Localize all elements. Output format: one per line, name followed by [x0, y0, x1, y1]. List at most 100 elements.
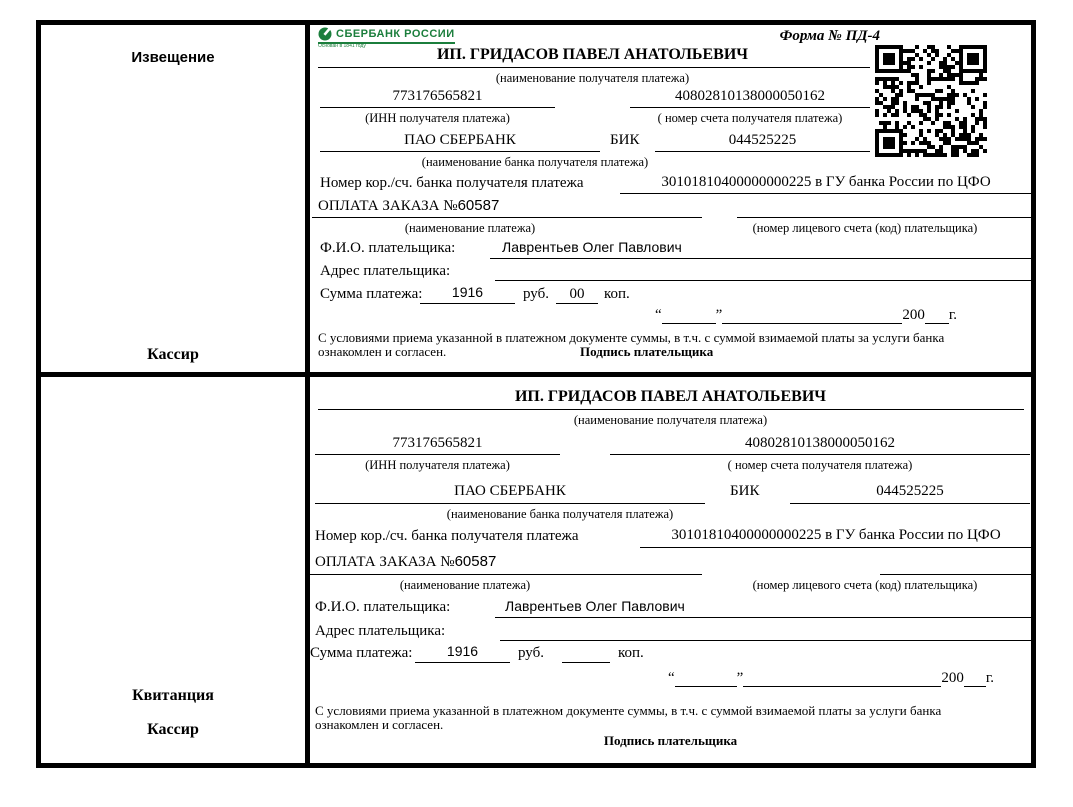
account-value: 40802810138000050162 — [675, 88, 825, 104]
account-value: 40802810138000050162 — [745, 435, 895, 451]
account-caption: ( номер счета получателя платежа) — [727, 458, 913, 472]
payer-name-underline — [495, 617, 1032, 618]
close-quote: ” — [715, 307, 723, 323]
date-day-blank — [661, 308, 716, 324]
recipient-name: ИП. ГРИДАСОВ ПАВЕЛ АНАТОЛЬЕВИЧ — [514, 388, 827, 405]
notice-section: Извещение Кассир СБЕРБАНК РОССИИ О — [41, 25, 1032, 377]
kop-underline — [562, 662, 610, 663]
payment-label: ОПЛАТА ЗАКАЗА № — [318, 198, 458, 214]
payer-address-label: Адрес плательщика: — [315, 623, 446, 639]
payer-name-label: Ф.И.О. плательщика: — [320, 240, 456, 256]
notice-label: Извещение — [131, 49, 215, 66]
year-suffix: г. — [948, 307, 958, 323]
receipt-section: Квитанция Кассир ИП. ГРИДАСОВ ПАВЕЛ АНАТ… — [41, 377, 1032, 763]
payment-underline — [310, 574, 702, 575]
corr-label: Номер кор./сч. банка получателя платежа — [320, 175, 584, 191]
payer-address-label: Адрес плательщика: — [320, 263, 451, 279]
bank-caption: (наименование банка получателя платежа) — [446, 507, 674, 521]
bank-underline — [320, 151, 600, 152]
inn-caption: (ИНН получателя платежа) — [365, 458, 510, 472]
date-month-blank — [743, 671, 942, 687]
bik-value: 044525225 — [728, 132, 797, 148]
kop-value: 00 — [569, 286, 585, 302]
bik-underline — [790, 503, 1030, 504]
bik-label: БИК — [610, 132, 640, 148]
payer-name-value: Лаврентьев Олег Павлович — [505, 598, 685, 614]
order-number: 60587 — [457, 197, 500, 214]
inn-underline — [315, 454, 560, 455]
rub-label: руб. — [518, 645, 544, 661]
year-prefix: 200 — [902, 307, 925, 323]
open-quote: “ — [668, 670, 675, 686]
kop-label: коп. — [604, 286, 630, 302]
date-line: “ ” 200 г. — [668, 669, 994, 687]
account-underline — [610, 454, 1030, 455]
payment-name: ОПЛАТА ЗАКАЗА №60587 — [315, 553, 496, 571]
terms-line1: С условиями приема указанной в платежном… — [315, 703, 942, 718]
recipient-caption: (наименование получателя платежа) — [495, 71, 690, 85]
bank-caption: (наименование банка получателя платежа) — [421, 155, 649, 169]
corr-label: Номер кор./сч. банка получателя платежа — [315, 528, 579, 544]
payer-name-underline — [490, 258, 1032, 259]
amount-label: Сумма платежа: — [320, 286, 423, 302]
amount-underline — [415, 662, 510, 663]
payment-underline — [312, 217, 702, 218]
account-caption: ( номер счета получателя платежа) — [657, 111, 843, 125]
payment-caption: (наименование платежа) — [399, 578, 531, 592]
payer-address-underline — [500, 640, 1032, 641]
payment-label: ОПЛАТА ЗАКАЗА № — [315, 554, 455, 570]
corr-value: 30101810400000000225 в ГУ банка России п… — [661, 174, 991, 190]
corr-underline — [640, 547, 1032, 548]
account-underline — [630, 107, 870, 108]
inn-value: 773176565821 — [392, 88, 483, 104]
sberbank-logo-text: СБЕРБАНК РОССИИ — [336, 28, 455, 40]
notice-stub: Извещение Кассир — [41, 25, 310, 372]
personal-account-caption: (номер лицевого счета (код) плательщика) — [752, 578, 978, 592]
receipt-stub: Квитанция Кассир — [41, 377, 310, 763]
terms-line1: С условиями приема указанной в платежном… — [318, 330, 945, 345]
order-number: 60587 — [454, 553, 497, 570]
recipient-caption: (наименование получателя платежа) — [573, 413, 768, 427]
payer-address-underline — [495, 280, 1032, 281]
date-day-blank — [674, 671, 737, 687]
date-line: “ ” 200 г. — [655, 306, 957, 324]
signature-label: Подпись плательщика — [580, 344, 714, 359]
year-suffix: г. — [985, 670, 995, 686]
kop-label: коп. — [618, 645, 644, 661]
terms-line2: ознакомлен и согласен. — [318, 344, 447, 359]
date-year-blank — [924, 308, 949, 324]
amount-value: 1916 — [451, 284, 484, 300]
payment-name: ОПЛАТА ЗАКАЗА №60587 — [318, 197, 499, 215]
year-prefix: 200 — [941, 670, 964, 686]
bik-underline — [655, 151, 870, 152]
receipt-label: Квитанция — [132, 687, 214, 704]
receipt-content: ИП. ГРИДАСОВ ПАВЕЛ АНАТОЛЬЕВИЧ (наименов… — [310, 377, 1032, 763]
bik-label: БИК — [730, 483, 760, 499]
personal-account-underline — [880, 574, 1031, 575]
inn-value: 773176565821 — [392, 435, 483, 451]
amount-label: Сумма платежа: — [310, 645, 413, 661]
corr-value: 30101810400000000225 в ГУ банка России п… — [671, 527, 1001, 543]
close-quote: ” — [736, 670, 744, 686]
amount-underline — [420, 303, 515, 304]
payer-name-label: Ф.И.О. плательщика: — [315, 599, 451, 615]
sberbank-logo: СБЕРБАНК РОССИИ Основан в 1841 году — [318, 27, 455, 49]
date-month-blank — [722, 308, 903, 324]
kop-underline — [556, 303, 598, 304]
open-quote: “ — [655, 307, 662, 323]
cashier-label: Кассир — [147, 346, 199, 363]
payment-caption: (наименование платежа) — [404, 221, 536, 235]
recipient-underline — [318, 67, 870, 68]
form-border: Извещение Кассир СБЕРБАНК РОССИИ О — [36, 20, 1036, 768]
date-year-blank — [963, 671, 986, 687]
inn-underline — [320, 107, 555, 108]
notice-content: СБЕРБАНК РОССИИ Основан в 1841 году Форм… — [310, 25, 1032, 372]
bank-name: ПАО СБЕРБАНК — [404, 132, 516, 148]
personal-account-underline — [737, 217, 1032, 218]
recipient-underline — [318, 409, 1024, 410]
bank-name: ПАО СБЕРБАНК — [454, 483, 566, 499]
terms-line2: ознакомлен и согласен. — [315, 717, 444, 732]
amount-value: 1916 — [446, 643, 479, 659]
sberbank-logo-icon — [318, 27, 332, 41]
